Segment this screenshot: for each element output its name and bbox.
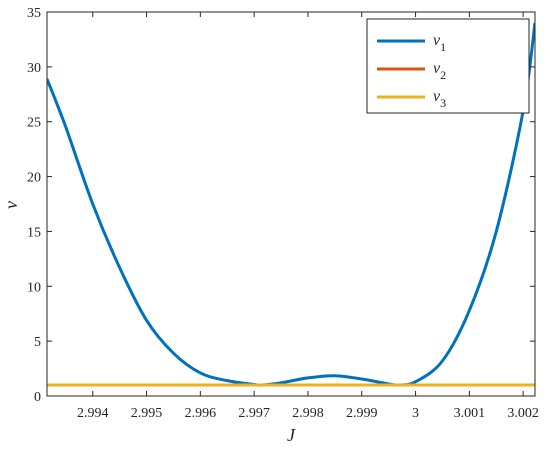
legend-label-nu2: ν2 — [433, 60, 446, 82]
y-tick-label: 0 — [34, 390, 41, 405]
legend-box — [366, 18, 530, 114]
tick-layer: 2.994 2.995 2.996 2.997 2.998 2.999 3 3.001 3.00… — [27, 6, 539, 421]
x-tick-label: 2.999 — [346, 406, 378, 421]
x-tick-label: 2.996 — [185, 406, 217, 421]
legend: ν1 ν2 ν3 — [366, 18, 530, 114]
y-tick-label: 5 — [34, 335, 41, 350]
x-tick-label: 2.994 — [77, 406, 109, 421]
y-tick-label: 10 — [27, 280, 41, 295]
legend-label-nu3: ν3 — [433, 88, 446, 110]
plot-frame — [46, 11, 536, 397]
y-axis-title: ν — [1, 201, 21, 209]
y-tick-label: 30 — [27, 61, 41, 76]
y-tick-label: 25 — [27, 116, 41, 131]
y-tick-label: 20 — [27, 171, 41, 186]
x-axis-title: J — [287, 425, 296, 445]
y-tick-label: 35 — [27, 6, 41, 21]
y-tick-label: 15 — [27, 225, 41, 240]
series-line-nu1 — [47, 22, 535, 387]
x-tick-label: 3.001 — [454, 406, 486, 421]
legend-label-nu1: ν1 — [433, 32, 446, 54]
x-tick-label: 3 — [412, 406, 419, 421]
x-tick-label: 2.995 — [131, 406, 163, 421]
x-tick-label: 2.997 — [238, 406, 270, 421]
x-tick-label: 2.998 — [292, 406, 324, 421]
series-layer — [47, 22, 535, 387]
x-tick-label: 3.002 — [507, 406, 539, 421]
